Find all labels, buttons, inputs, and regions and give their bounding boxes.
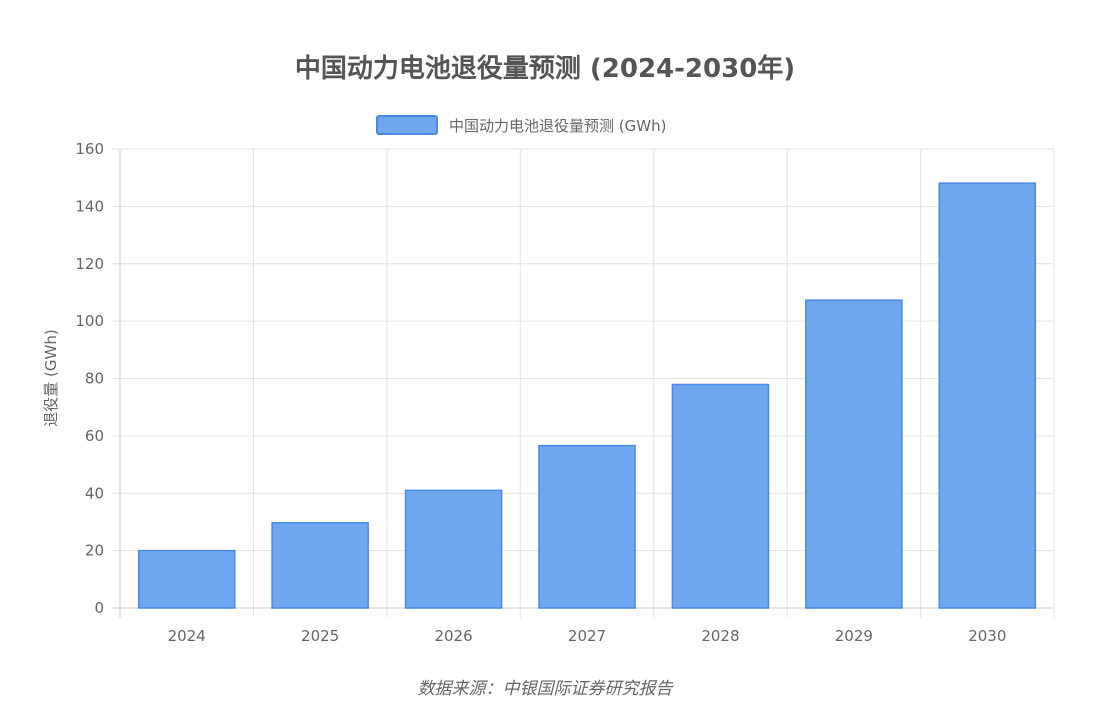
legend[interactable]: 中国动力电池退役量预测 (GWh) [376, 115, 666, 135]
x-tick-label: 2024 [168, 627, 206, 645]
x-tick-label: 2029 [835, 627, 873, 645]
x-tick-label: 2027 [568, 627, 606, 645]
legend-swatch[interactable] [376, 115, 438, 135]
x-tick-label: 2028 [701, 627, 739, 645]
bar-2026[interactable] [404, 489, 503, 609]
y-tick-label: 160 [75, 140, 104, 158]
bar-2024[interactable] [137, 549, 236, 609]
chart-title: 中国动力电池退役量预测 (2024-2030年) [295, 53, 795, 84]
y-tick-label: 20 [85, 542, 104, 560]
bar-2028[interactable] [671, 383, 770, 609]
x-tick-label: 2030 [968, 627, 1006, 645]
bar-2027[interactable] [538, 444, 636, 609]
x-tick-label: 2026 [434, 627, 472, 645]
bar-2030[interactable] [938, 182, 1037, 609]
legend-label[interactable]: 中国动力电池退役量预测 (GWh) [449, 117, 666, 135]
source-note: 数据来源：中银国际证券研究报告 [418, 679, 675, 699]
y-tick-label: 0 [94, 599, 104, 617]
y-tick-label: 40 [85, 484, 104, 502]
y-tick-label: 120 [75, 255, 104, 273]
bar-2025[interactable] [271, 522, 369, 609]
x-axis-ticks: 2024 2025 2026 2027 2028 2029 2030 [168, 627, 1007, 645]
bars [137, 182, 1037, 609]
y-tick-label: 80 [85, 370, 104, 388]
y-tick-label: 140 [75, 197, 104, 215]
y-axis-label: 退役量 (GWh) [42, 329, 60, 426]
x-tick-label: 2025 [301, 627, 339, 645]
y-tick-label: 100 [75, 312, 104, 330]
grid-lines [112, 148, 1055, 618]
y-axis-ticks: 0 20 40 60 80 100 120 140 160 [75, 140, 104, 617]
y-tick-label: 60 [85, 427, 104, 445]
bar-2029[interactable] [805, 299, 903, 609]
